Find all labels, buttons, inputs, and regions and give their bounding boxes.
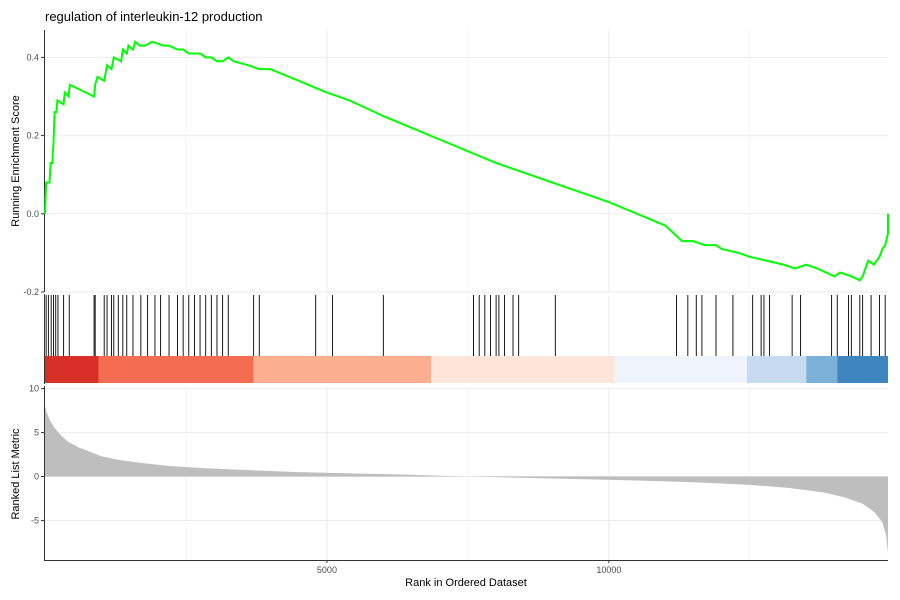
metric-y-tick-label: 5 [34,428,39,438]
es-y-tick-label: 0.2 [26,131,39,141]
metric-y-axis-title: Ranked List Metric [10,428,22,520]
rank-color-band [747,356,807,383]
es-y-tick-label: 0.4 [26,52,39,62]
rank-color-band [837,356,888,383]
es-gridlines [45,30,888,293]
chart-title: regulation of interleukin-12 production [45,9,263,24]
rank-color-band [253,356,432,383]
es-y-tick-label: 0.0 [26,209,39,219]
metric-y-tick-label: 10 [29,384,39,394]
x-axis-title: Rank in Ordered Dataset [405,577,527,589]
es-y-axis-title: Running Enrichment Score [10,95,22,226]
ranked-metric-panel: -5 0 5 10 5000 10000 Ranked List Metric Rank… [10,384,888,589]
x-tick-label: 5000 [317,565,337,575]
metric-y-ticks: -5 0 5 10 [29,384,44,525]
x-ticks: 5000 10000 [317,560,621,575]
rank-color-band [806,356,838,383]
rank-color-band [614,356,748,383]
es-y-ticks: -0.2 0.0 0.2 0.4 [23,52,44,297]
rank-color-bar [45,356,888,383]
running-es-panel: -0.2 0.0 0.2 0.4 Running Enrichment Score [10,30,889,297]
es-y-tick-label: -0.2 [23,287,39,297]
x-tick-label: 10000 [596,565,621,575]
rank-color-band [98,356,254,383]
hits-panel [44,294,888,384]
running-es-line [44,39,889,282]
rank-color-band [431,356,615,383]
ranked-metric-area [45,406,888,554]
gene-hit-lines [45,295,886,356]
metric-y-tick-label: -5 [31,515,39,525]
metric-y-tick-label: 0 [34,472,39,482]
rank-color-band [45,356,99,383]
